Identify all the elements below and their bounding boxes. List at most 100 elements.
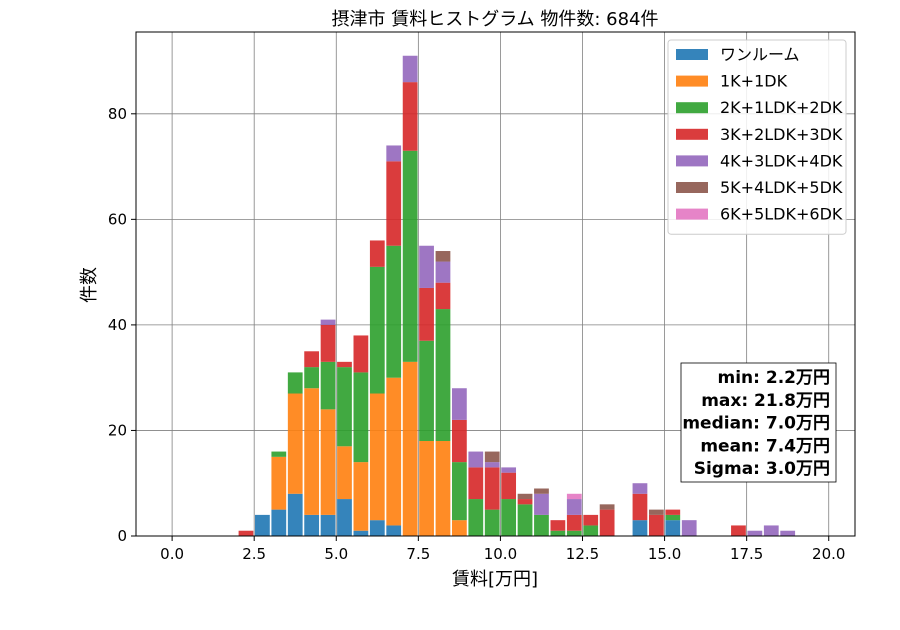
x-tick-label: 5.0 (324, 545, 348, 563)
x-axis-label: 賃料[万円] (452, 569, 538, 590)
bar-segment-2 (271, 456, 287, 510)
y-tick-label: 40 (108, 316, 127, 334)
x-tick-label: 15.0 (648, 545, 681, 563)
bar-segment-3 (468, 499, 484, 536)
bar-segment-3 (484, 509, 500, 536)
x-tick-label: 12.5 (566, 545, 599, 563)
legend-swatch (676, 75, 708, 87)
bar-segment-2 (435, 441, 451, 536)
bar-segment-6 (484, 451, 500, 463)
y-tick-label: 20 (108, 421, 127, 439)
legend: ワンルーム 1K+1DK 2K+1LDK+2DK 3K+2LDK+3DK 4K+3LDK… (667, 39, 847, 235)
bar-segment-3 (534, 514, 549, 536)
bar-segment-4 (320, 324, 336, 362)
bar-segment-3 (550, 530, 566, 536)
bar-segment-4 (599, 509, 615, 536)
bar-segment-1 (369, 520, 385, 536)
bar-segment-3 (337, 367, 352, 447)
x-tick-label: 17.5 (730, 545, 763, 563)
legend-swatch (676, 208, 708, 220)
bar-segment-4 (369, 240, 385, 267)
bar-segment-5 (632, 483, 648, 494)
bar-segment-3 (320, 361, 336, 410)
bar-segment-4 (451, 419, 467, 463)
x-tick-label: 20.0 (812, 545, 845, 563)
bar-segment-4 (238, 530, 254, 536)
bar-segment-2 (353, 462, 369, 531)
chart-title: 摂津市 賃料ヒストグラム 物件数: 684件 (331, 9, 658, 30)
stats-line: max: 21.8万円 (701, 391, 830, 411)
bar-segment-1 (320, 514, 336, 536)
bar-segment-4 (402, 82, 418, 151)
y-tick-label: 60 (108, 210, 127, 228)
plot-frame (135, 31, 856, 537)
legend-label: 6K+5LDK+6DK (720, 205, 843, 224)
bar-segment-3 (402, 150, 418, 362)
bar-segment-4 (566, 514, 582, 531)
legend-label: ワンルーム (720, 45, 800, 64)
bar-segment-2 (451, 520, 467, 536)
bar-segment-3 (566, 530, 582, 536)
x-tick-label: 10.0 (484, 545, 517, 563)
bar-segment-3 (501, 499, 517, 536)
bar-segment-1 (337, 499, 352, 536)
bar-segment-2 (320, 409, 336, 515)
legend-label: 3K+2LDK+3DK (720, 125, 843, 144)
bar-segment-6 (435, 251, 451, 262)
bar-segment-3 (287, 372, 303, 394)
bar-segment-3 (517, 504, 533, 536)
bar-segment-3 (583, 525, 599, 536)
stats-box (680, 362, 837, 483)
bar-segment-1 (271, 509, 287, 536)
bar-segment-1 (255, 514, 270, 536)
x-tick-label: 2.5 (242, 545, 266, 563)
bar-segment-3 (386, 245, 402, 378)
bar-segment-3 (665, 514, 681, 521)
x-tick-label: 7.5 (406, 545, 430, 563)
bar-segment-6 (648, 509, 664, 515)
bar-segment-5 (451, 388, 467, 420)
stats-line: median: 7.0万円 (682, 414, 830, 434)
bar-segment-5 (386, 145, 402, 162)
stats-line: Sigma: 3.0万円 (694, 459, 830, 479)
x-tick-label: 0.0 (160, 545, 184, 563)
bar-segment-3 (271, 451, 287, 457)
bar-segment-1 (632, 520, 648, 536)
bar-segment-6 (517, 493, 533, 500)
bar-segment-7 (566, 493, 582, 500)
bar-segment-5 (320, 319, 336, 325)
bar-segment-5 (534, 493, 549, 515)
bar-segment-5 (566, 499, 582, 515)
bar-segment-5 (402, 55, 418, 83)
bars (238, 55, 796, 536)
bar-segment-3 (353, 372, 369, 463)
bar-segment-3 (304, 367, 320, 389)
bar-segment-2 (386, 377, 402, 526)
legend-label: 2K+1LDK+2DK (720, 98, 843, 117)
bar-segment-4 (501, 472, 517, 500)
bar-segment-2 (304, 388, 320, 515)
bar-segment-4 (353, 335, 369, 373)
bar-segment-4 (386, 161, 402, 246)
bar-segment-3 (435, 309, 451, 442)
bar-segment-5 (747, 530, 763, 536)
bar-segment-1 (287, 493, 303, 536)
legend-box (667, 39, 847, 235)
bar-segment-6 (599, 504, 615, 510)
bar-segment-4 (648, 514, 664, 536)
legend-swatch (676, 102, 708, 114)
y-tick-label: 80 (108, 105, 127, 123)
x-axis: 0.0 2.5 5.0 7.5 10.0 12.5 15.0 17.5 20.0 (160, 536, 845, 563)
bar-segment-2 (287, 393, 303, 494)
bar-segment-4 (419, 287, 434, 341)
y-tick-label: 0 (117, 527, 127, 545)
bar-segment-4 (337, 361, 352, 368)
legend-label: 1K+1DK (720, 72, 788, 91)
bar-segment-5 (468, 451, 484, 468)
bar-segment-4 (468, 467, 484, 500)
stats-annotation: min: 2.2万円 max: 21.8万円 median: 7.0万円mean: … (680, 362, 837, 483)
bar-segment-1 (665, 520, 681, 536)
bar-segment-2 (369, 393, 385, 521)
bar-segment-1 (304, 514, 320, 536)
